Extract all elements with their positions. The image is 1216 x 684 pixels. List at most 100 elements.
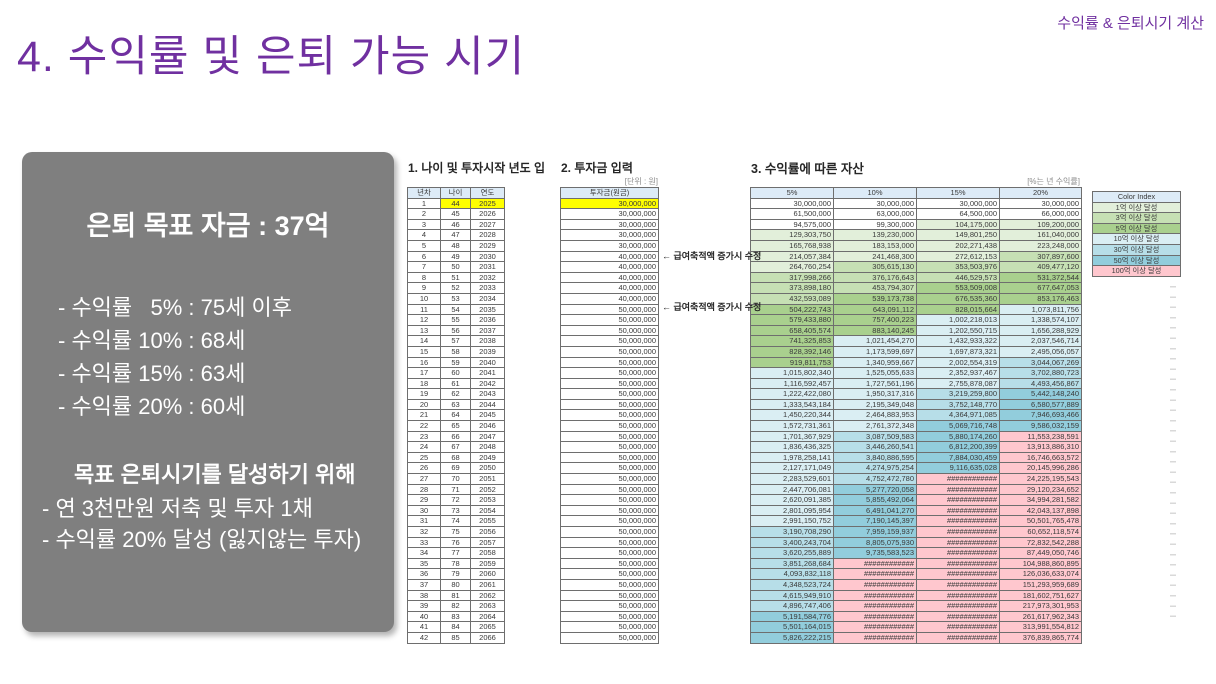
asset-value-cell: ############ — [916, 610, 1000, 623]
invest-amount-cell: 30,000,000 — [560, 229, 659, 241]
calendar-year-cell: 2063 — [470, 600, 505, 612]
table-row: 828,392,146 1,173,599,697 1,697,873,321 2,4… — [750, 345, 1082, 358]
table-row: 10 53 2034 — [407, 292, 505, 305]
invest-amount-cell: 50,000,000 — [560, 409, 659, 422]
color-index-entry: 50억 이상 달성 — [1092, 254, 1181, 267]
asset-value-cell: ############ — [916, 557, 1000, 570]
age-cell: 60 — [440, 367, 471, 379]
invest-amount-cell: 50,000,000 — [560, 430, 659, 443]
calendar-year-cell: 2045 — [470, 409, 505, 422]
table-row: 50억 이상 달성 — [1092, 254, 1181, 267]
column-header: 10% — [833, 187, 917, 199]
table-row: 1,450,220,344 2,464,883,953 4,364,971,085 7… — [750, 409, 1082, 422]
year-index-cell: 24 — [407, 441, 441, 453]
table-row: 50,000,000 — [560, 398, 659, 411]
calendar-year-cell: 2062 — [470, 589, 505, 602]
asset-value-cell: 3,702,880,723 — [999, 367, 1082, 379]
asset-value-cell: 1,116,592,457 — [750, 377, 834, 390]
calendar-year-cell: 2042 — [470, 377, 505, 390]
table-row: 5,826,222,215 ############ ############ 376… — [750, 631, 1082, 644]
asset-value-cell: 504,222,743 — [750, 303, 834, 316]
retirement-age-item: - 수익률 15% : 63세 — [58, 361, 246, 386]
table-row: 29 72 2053 — [407, 494, 505, 506]
asset-value-cell: 63,000,000 — [833, 208, 917, 220]
asset-value-cell: 6,491,041,270 — [833, 504, 917, 517]
asset-value-cell: 1,173,599,697 — [833, 345, 917, 358]
section2-title: 2. 투자금 입력 — [561, 161, 633, 175]
asset-value-cell: 202,271,438 — [916, 239, 1000, 252]
calendar-year-cell: 2060 — [470, 568, 505, 580]
retirement-age-item: - 수익률 10% : 68세 — [58, 328, 246, 353]
invest-amount-cell: 50,000,000 — [560, 631, 659, 644]
asset-value-cell: 272,612,153 — [916, 250, 1000, 263]
table-row: 2,283,529,601 4,752,472,780 ############ 24… — [750, 473, 1082, 485]
table-row: 317,998,266 376,176,643 446,529,573 531,372… — [750, 271, 1082, 284]
asset-value-cell: 181,602,751,627 — [999, 589, 1082, 602]
table-row: 30,000,000 — [560, 208, 659, 220]
age-cell: 46 — [440, 218, 471, 231]
year-index-cell: 14 — [407, 335, 441, 347]
year-index-cell: 26 — [407, 462, 441, 475]
asset-value-cell: 4,274,975,254 — [833, 462, 917, 475]
asset-value-cell: 1,340,959,667 — [833, 356, 917, 369]
asset-value-cell: 757,400,223 — [833, 314, 917, 326]
table-row: 14 57 2038 — [407, 335, 505, 347]
table-row: 30,000,000 — [560, 229, 659, 241]
invest-amount-cell: 50,000,000 — [560, 451, 659, 464]
calendar-year-cell: 2057 — [470, 536, 505, 549]
asset-value-cell: 2,283,529,601 — [750, 473, 834, 485]
asset-value-cell: 883,140,245 — [833, 324, 917, 337]
calendar-year-cell: 2049 — [470, 451, 505, 464]
table-row: 50,000,000 — [560, 610, 659, 623]
asset-value-cell: 2,991,150,752 — [750, 515, 834, 527]
asset-value-cell: 5,069,716,748 — [916, 420, 1000, 432]
calendar-year-cell: 2026 — [470, 208, 505, 220]
table-row: 37 80 2061 — [407, 578, 505, 591]
asset-value-cell: 5,855,492,064 — [833, 494, 917, 506]
color-index-entry: 3억 이상 달성 — [1092, 212, 1181, 224]
table-row: 36 79 2060 — [407, 568, 505, 580]
asset-value-cell: 1,021,454,270 — [833, 335, 917, 347]
table-row: 35 78 2059 — [407, 557, 505, 570]
asset-value-cell: 376,839,865,774 — [999, 631, 1082, 644]
age-cell: 83 — [440, 610, 471, 623]
age-cell: 48 — [440, 239, 471, 252]
table-row: 5,501,164,015 ############ ############ 313… — [750, 621, 1082, 633]
calendar-year-cell: 2052 — [470, 483, 505, 496]
invest-amount-cell: 50,000,000 — [560, 356, 659, 369]
asset-value-cell: ############ — [916, 483, 1000, 496]
invest-amount-cell: 50,000,000 — [560, 377, 659, 390]
retirement-plan-item: - 수익률 20% 달성 (잃지않는 투자) — [42, 527, 362, 552]
asset-value-cell: 376,176,643 — [833, 271, 917, 284]
table-row: 40,000,000 — [560, 271, 659, 284]
year-index-cell: 25 — [407, 451, 441, 464]
asset-value-cell: 30,000,000 — [833, 197, 917, 210]
section1-title: 1. 나이 및 투자시작 년도 입 — [408, 161, 546, 175]
table-row: 1,015,802,340 1,525,055,633 2,352,937,467 3… — [750, 367, 1082, 379]
asset-value-cell: 5,442,148,240 — [999, 388, 1082, 400]
age-cell: 44 — [440, 197, 471, 210]
calendar-year-cell: 2036 — [470, 314, 505, 326]
asset-value-cell: 453,794,307 — [833, 282, 917, 294]
year-index-cell: 35 — [407, 557, 441, 570]
table-row: 50,000,000 — [560, 303, 659, 316]
color-index-entry: 5억 이상 달성 — [1092, 222, 1181, 235]
asset-value-cell: ############ — [916, 568, 1000, 580]
asset-value-cell: ############ — [916, 547, 1000, 559]
age-cell: 47 — [440, 229, 471, 241]
year-index-cell: 6 — [407, 250, 441, 263]
asset-value-cell: 7,884,030,459 — [916, 451, 1000, 464]
table-row: Color Index — [1092, 191, 1181, 203]
asset-value-cell: 3,752,148,770 — [916, 398, 1000, 411]
calendar-year-cell: 2040 — [470, 356, 505, 369]
table-row: 4,093,832,118 ############ ############ 126… — [750, 568, 1082, 580]
asset-value-cell: 531,372,544 — [999, 271, 1082, 284]
age-cell: 75 — [440, 526, 471, 538]
year-index-cell: 31 — [407, 515, 441, 527]
table-row: 50,000,000 — [560, 589, 659, 602]
table-row: 24 67 2048 — [407, 441, 505, 453]
asset-value-cell: 30,000,000 — [999, 197, 1082, 210]
year-index-cell: 41 — [407, 621, 441, 633]
table-row: 38 81 2062 — [407, 589, 505, 602]
calendar-year-cell: 2041 — [470, 367, 505, 379]
